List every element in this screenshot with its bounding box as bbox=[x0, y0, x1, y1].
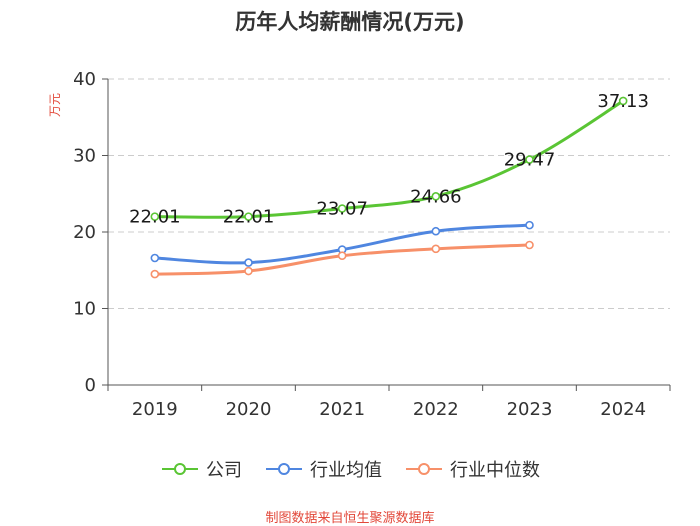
series-lines bbox=[150, 96, 628, 279]
legend-item-0[interactable]: 公司 bbox=[160, 456, 242, 482]
x-tick-label-2019: 2019 bbox=[132, 399, 178, 420]
y-tick-label: 40 bbox=[73, 69, 96, 90]
legend-label: 行业中位数 bbox=[450, 460, 540, 481]
data-point bbox=[337, 204, 347, 213]
legend-label: 行业均值 bbox=[310, 460, 382, 481]
series-line-0 bbox=[153, 99, 625, 219]
data-label: 23.07 bbox=[316, 199, 368, 220]
x-tick-label-2024: 2024 bbox=[600, 399, 646, 420]
x-tick-label-2020: 2020 bbox=[226, 399, 272, 420]
source-note: 制图数据来自恒生聚源数据库 bbox=[265, 511, 435, 526]
legend-label: 公司 bbox=[206, 460, 242, 481]
y-tick-label: 20 bbox=[73, 222, 96, 243]
legend: 公司 行业均值 行业中位数 bbox=[0, 455, 700, 483]
x-tick-label-2021: 2021 bbox=[319, 399, 365, 420]
legend-line-marker-icon bbox=[406, 463, 442, 475]
data-point bbox=[150, 253, 160, 263]
data-point bbox=[244, 266, 253, 276]
legend-item-2[interactable]: 行业中位数 bbox=[404, 456, 540, 482]
x-tick-label-2022: 2022 bbox=[413, 399, 459, 420]
grid-lines bbox=[108, 78, 670, 309]
data-label: 22.01 bbox=[129, 207, 181, 228]
legend-item-1[interactable]: 行业均值 bbox=[264, 456, 382, 482]
data-label: 29.47 bbox=[504, 150, 556, 171]
chart-title: 历年人均薪酬情况(万元) bbox=[235, 10, 465, 34]
data-label: 37.13 bbox=[597, 91, 649, 112]
data-point bbox=[525, 155, 534, 164]
data-point bbox=[431, 192, 441, 201]
data-labels: 22.01 22.01 23.07 24.66 29.47 37.13 bbox=[129, 91, 649, 228]
data-point bbox=[244, 212, 253, 221]
data-point bbox=[431, 244, 441, 254]
data-point bbox=[618, 96, 628, 106]
data-point bbox=[150, 269, 160, 279]
y-tick-label: 30 bbox=[73, 146, 96, 167]
y-tick-label: 10 bbox=[73, 299, 96, 320]
data-label: 24.66 bbox=[410, 186, 462, 207]
y-tick-label: 0 bbox=[85, 375, 96, 396]
data-point bbox=[337, 251, 347, 261]
data-point bbox=[431, 226, 441, 236]
axes: 0 10 20 30 40 2019 2020 2021 2022 2023 2024 bbox=[73, 69, 671, 420]
x-tick-label-2023: 2023 bbox=[507, 399, 553, 420]
data-point bbox=[150, 212, 160, 221]
data-label: 22.01 bbox=[223, 207, 275, 228]
legend-line-marker-icon bbox=[162, 463, 198, 475]
data-point bbox=[525, 220, 534, 230]
legend-line-marker-icon bbox=[266, 463, 302, 475]
data-point bbox=[525, 240, 534, 250]
data-point bbox=[244, 258, 253, 267]
